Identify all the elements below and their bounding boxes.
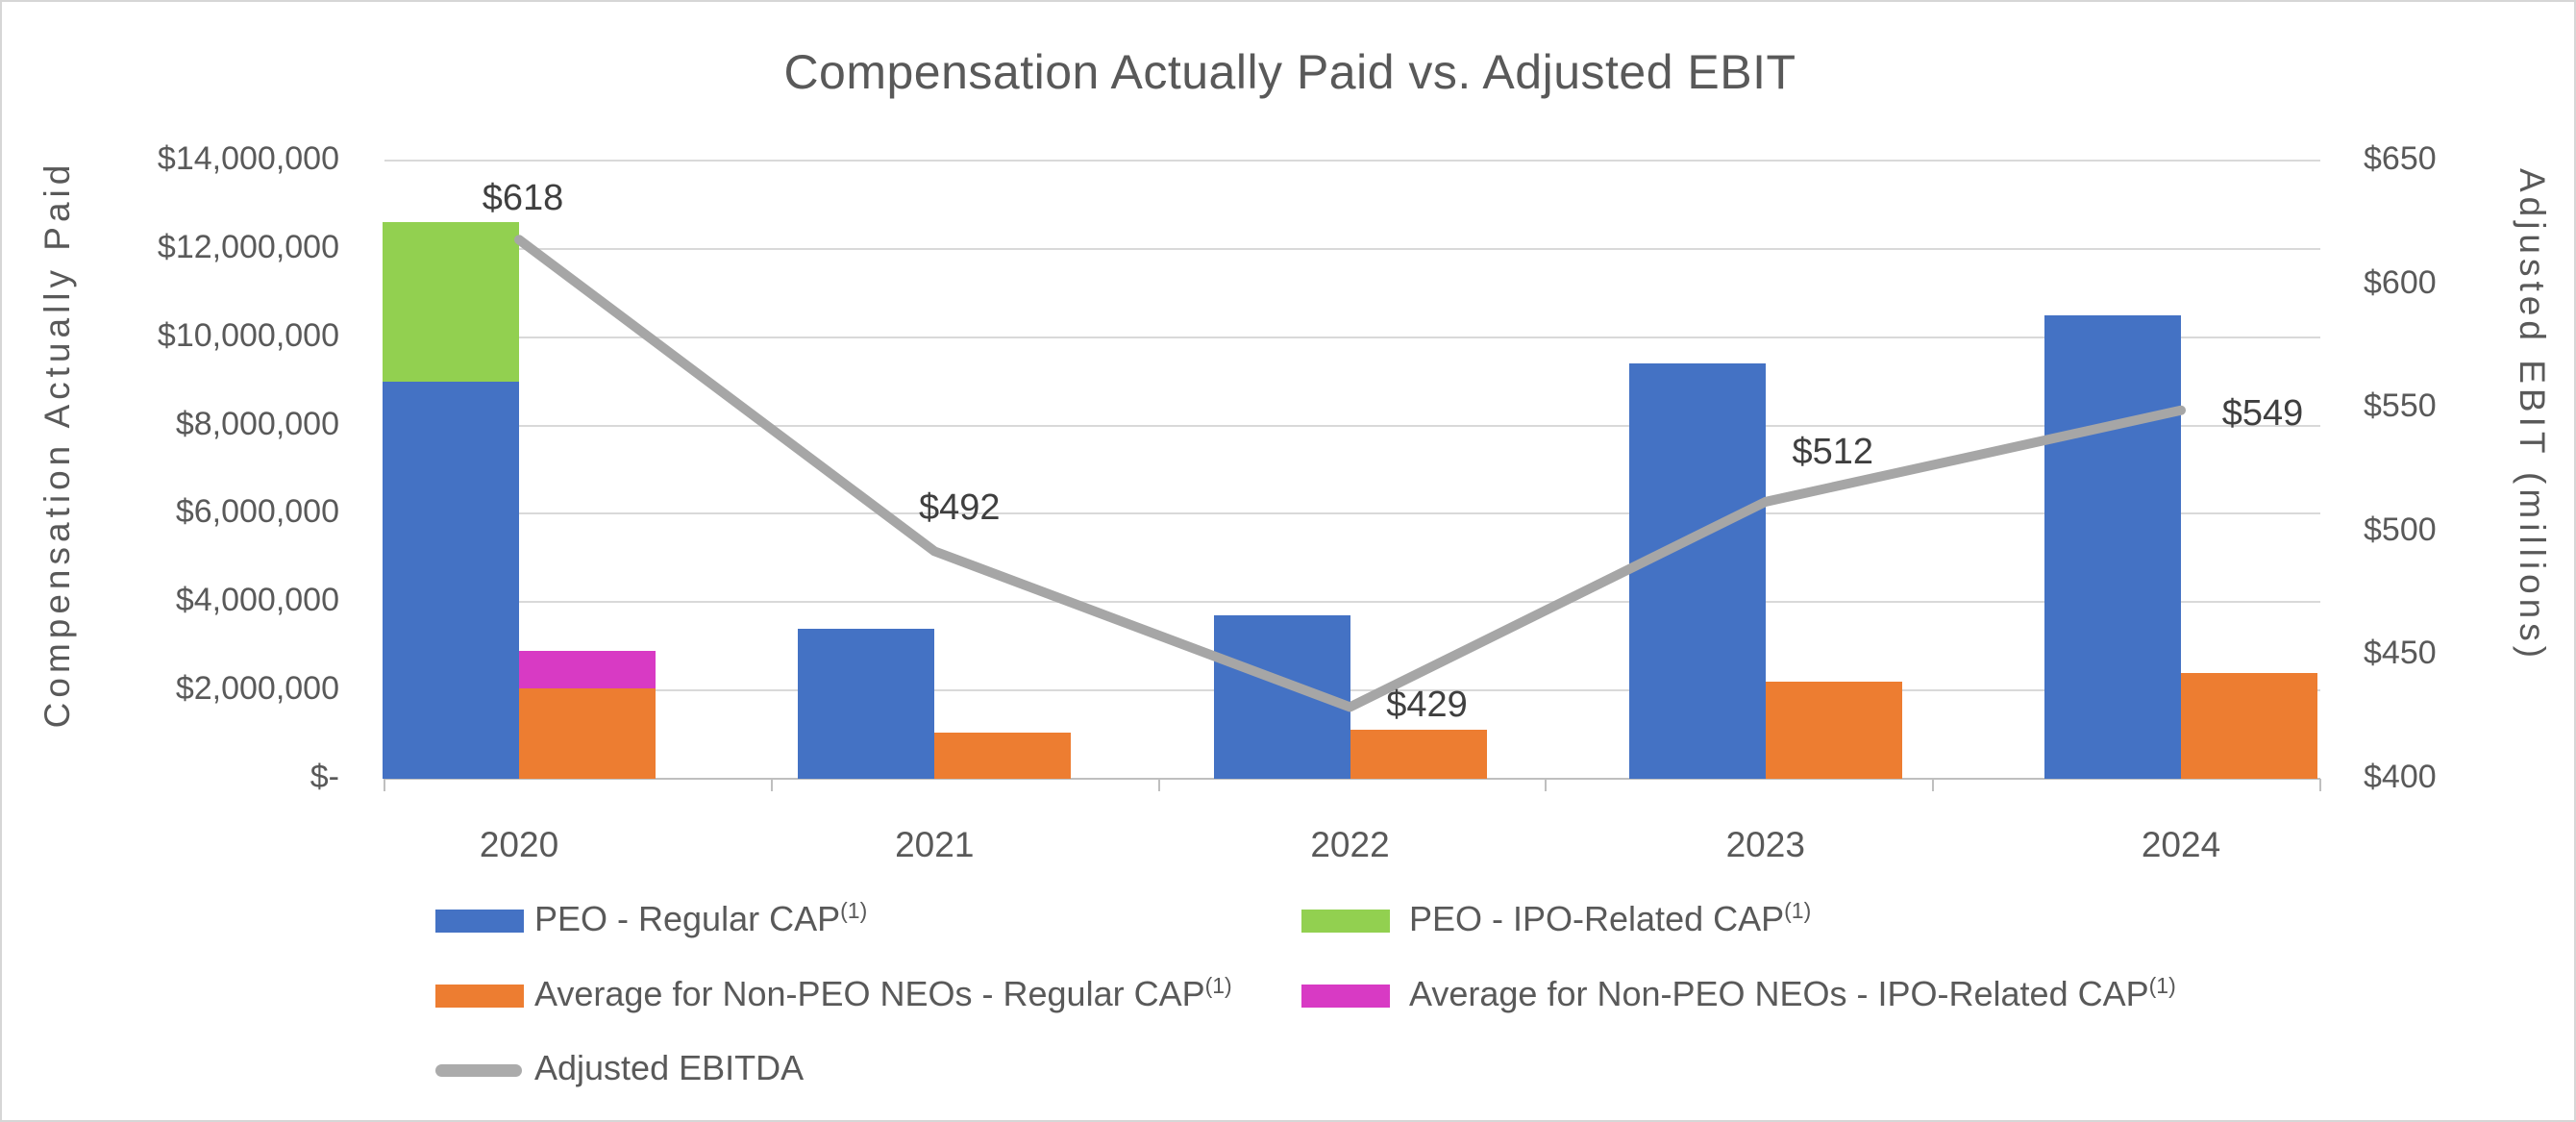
bar-segment-neo-regular-2022 <box>1350 730 1487 779</box>
line-data-label: $512 <box>1792 431 1874 472</box>
x-axis-tick <box>1932 779 1935 791</box>
legend-footnote-marker: (1) <box>840 898 868 923</box>
x-axis-tick <box>1545 779 1548 791</box>
legend-label: Adjusted EBITDA <box>534 1048 805 1087</box>
gridline <box>384 689 2320 692</box>
gridline <box>384 512 2320 515</box>
bar-segment-peo-ipo-2020 <box>383 222 519 382</box>
bar-segment-neo-regular-2024 <box>2181 672 2317 779</box>
x-axis-tick <box>1157 779 1160 791</box>
ebitda-line <box>514 235 2186 712</box>
gridline <box>384 160 2320 162</box>
x-axis-category-label: 2021 <box>895 825 975 864</box>
bar-segment-neo-regular-2021 <box>934 732 1072 779</box>
x-axis-category-label: 2020 <box>479 825 559 864</box>
x-axis-tick <box>384 779 385 791</box>
left-axis-tick-label: $6,000,000 <box>175 493 339 531</box>
x-axis-tick <box>2319 779 2321 791</box>
chart-title: Compensation Actually Paid vs. Adjusted … <box>783 45 1796 99</box>
legend-swatch-1 <box>1301 910 1390 933</box>
bar-segment-peo-regular-2021 <box>798 628 935 779</box>
gridline <box>384 247 2320 250</box>
bar-segment-neo-ipo-2020 <box>519 650 656 688</box>
left-axis-tick-label: $14,000,000 <box>157 140 339 177</box>
right-axis-tick-label: $600 <box>2364 263 2437 301</box>
left-axis-tick-label: $12,000,000 <box>157 228 339 265</box>
gridline <box>384 601 2320 604</box>
left-axis-tick-label: $- <box>310 759 339 795</box>
legend-footnote-marker: (1) <box>2148 973 2176 998</box>
legend-footnote-marker: (1) <box>1784 898 1812 923</box>
x-axis-tick <box>770 779 773 791</box>
right-axis-tick-label: $550 <box>2364 387 2437 425</box>
legend-label: PEO - IPO-Related CAP(1) <box>1409 898 1812 938</box>
x-axis-category-label: 2022 <box>1310 825 1390 864</box>
x-axis-line <box>384 778 2320 780</box>
gridline <box>384 424 2320 427</box>
bar-segment-peo-regular-2023 <box>1628 363 1766 779</box>
line-data-label: $429 <box>1386 685 1468 726</box>
right-axis-tick-label: $650 <box>2364 140 2437 177</box>
right-axis-tick-label: $450 <box>2364 635 2437 672</box>
legend-label: Average for Non-PEO NEOs - IPO-Related C… <box>1409 973 2176 1013</box>
legend-footnote-marker: (1) <box>1204 973 1232 998</box>
gridline <box>384 336 2320 338</box>
line-data-label: $492 <box>918 487 1001 529</box>
bar-segment-peo-regular-2024 <box>2044 314 2181 779</box>
legend-swatch-0 <box>435 910 524 933</box>
left-axis-tick-label: $2,000,000 <box>175 670 339 708</box>
legend-swatch-3 <box>1301 985 1390 1008</box>
left-axis-tick-label: $8,000,000 <box>175 405 339 442</box>
x-axis-category-label: 2024 <box>2141 825 2221 864</box>
bar-segment-neo-regular-2020 <box>519 687 656 779</box>
legend-label: Average for Non-PEO NEOs - Regular CAP(1… <box>534 973 1232 1013</box>
left-axis-tick-label: $4,000,000 <box>175 582 339 619</box>
line-data-label: $618 <box>482 178 564 219</box>
x-axis-category-label: 2023 <box>1725 825 1805 864</box>
right-axis-tick-label: $400 <box>2364 759 2437 795</box>
left-axis-tick-label: $10,000,000 <box>157 316 339 354</box>
legend-line-swatch <box>435 1064 522 1077</box>
bar-segment-peo-regular-2020 <box>383 381 519 779</box>
right-axis-tick-label: $500 <box>2364 511 2437 548</box>
bar-segment-neo-regular-2023 <box>1765 681 1902 779</box>
legend-label: PEO - Regular CAP(1) <box>534 898 868 938</box>
line-data-label: $549 <box>2221 392 2304 434</box>
legend-swatch-2 <box>435 985 524 1008</box>
